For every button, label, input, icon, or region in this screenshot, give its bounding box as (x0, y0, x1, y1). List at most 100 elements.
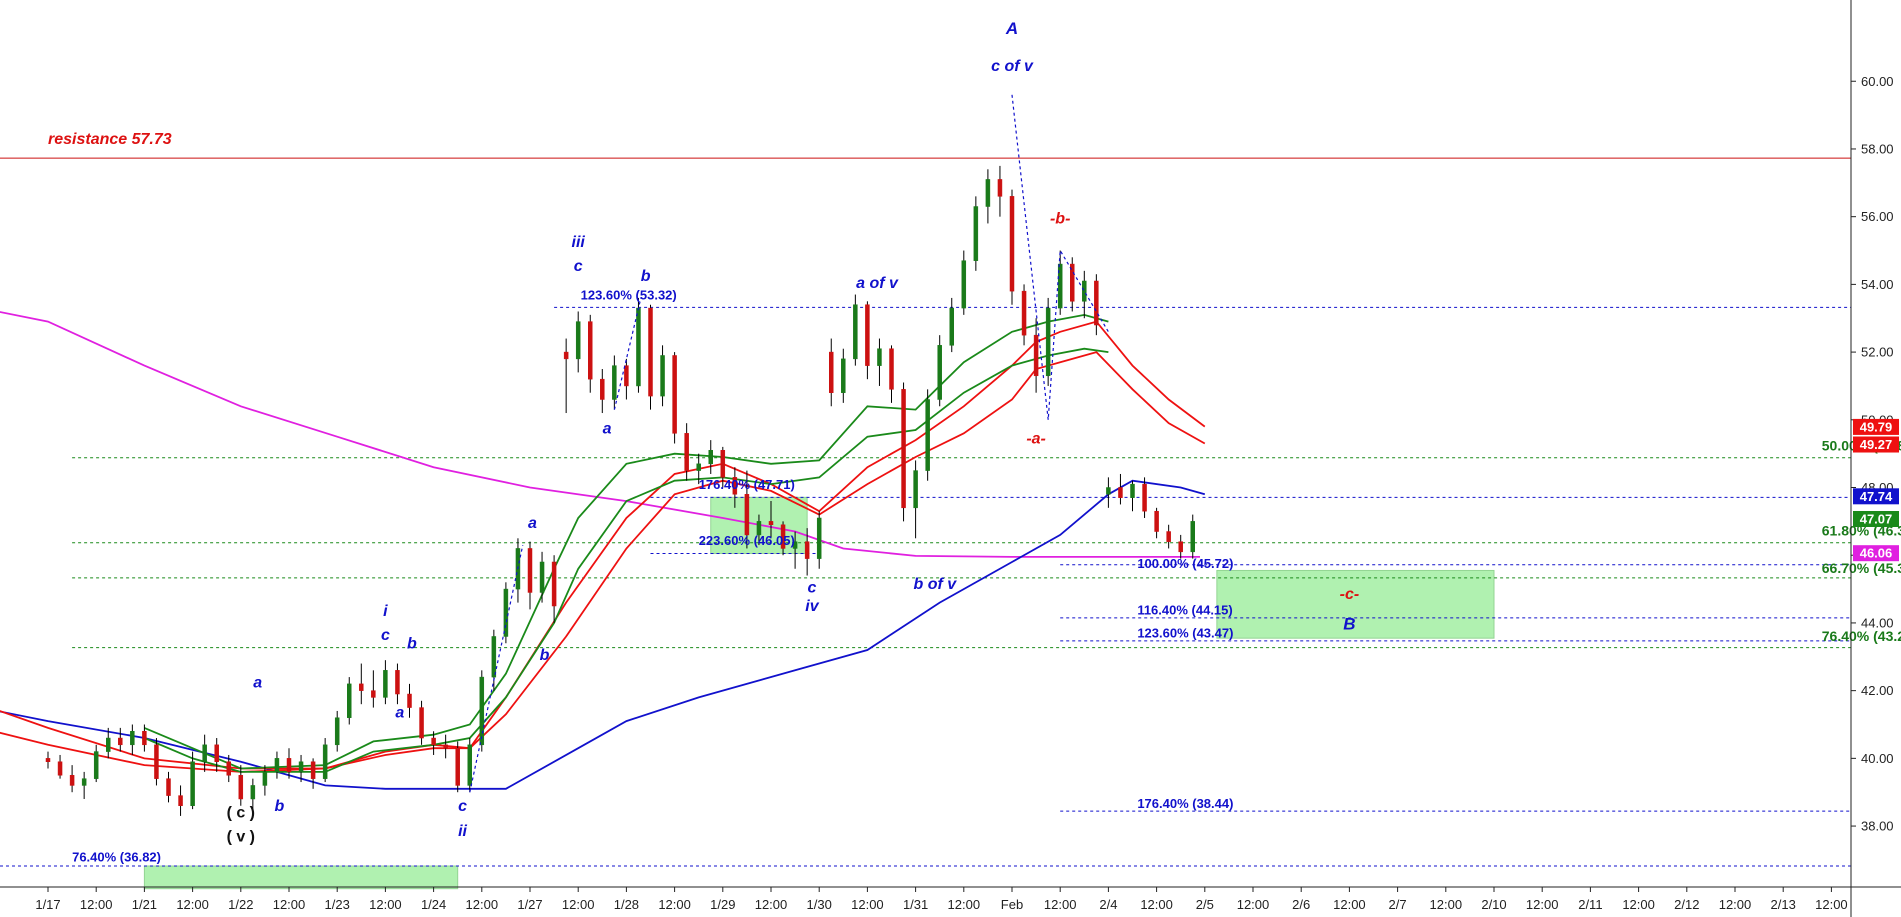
candle (106, 727, 111, 759)
annotation-label: b (540, 647, 550, 664)
candle (1106, 477, 1111, 508)
x-tick-label: 12:00 (562, 897, 595, 912)
x-tick-label: 12:00 (273, 897, 306, 912)
candle (142, 724, 147, 752)
candle-body (816, 517, 822, 559)
wave-path (613, 297, 642, 410)
candle (431, 731, 436, 755)
candle (190, 751, 195, 810)
candle (744, 470, 750, 549)
candle-body (841, 358, 846, 393)
annotation-label: b (407, 635, 417, 652)
x-tick-label: 2/4 (1099, 897, 1117, 912)
candle (612, 355, 617, 410)
annotation-label: A (1005, 19, 1018, 38)
candle-body (588, 321, 593, 380)
candle-body (925, 399, 930, 471)
candle (467, 738, 472, 793)
candle (1094, 274, 1099, 336)
candle (889, 345, 894, 403)
candle (1118, 473, 1123, 505)
candle (1033, 318, 1039, 393)
candle (768, 501, 774, 539)
candle (347, 677, 352, 725)
candle-body (407, 693, 412, 708)
moving-average-line (0, 479, 1206, 790)
annotation-label: a (603, 420, 612, 437)
candle (298, 754, 304, 783)
candle (455, 741, 460, 793)
candle (419, 700, 424, 745)
candle (286, 748, 292, 779)
x-tick-label: 12:00 (1140, 897, 1173, 912)
price-tag-label: 47.74 (1860, 489, 1893, 504)
price-tag-box (1853, 510, 1899, 527)
candle-body (1166, 531, 1171, 542)
candle (901, 382, 906, 522)
annotation-label: 76.40% (36.82) (72, 850, 161, 865)
candle-body (154, 744, 159, 779)
x-tick-label: 1/22 (228, 897, 253, 912)
moving-average-line (0, 351, 1206, 773)
candle (238, 765, 244, 806)
candle-body (551, 561, 557, 607)
candle-body (973, 206, 979, 261)
candle (804, 528, 810, 576)
candle (997, 165, 1003, 217)
candle-body (539, 561, 545, 593)
candle (816, 511, 822, 569)
x-tick-label: 12:00 (658, 897, 691, 912)
candle-body (720, 450, 726, 478)
candle-body (624, 365, 629, 387)
candle (1130, 480, 1135, 512)
candle-body (768, 521, 774, 526)
x-tick-label: 1/31 (903, 897, 928, 912)
candle-body (889, 348, 894, 390)
candle-body (961, 260, 967, 309)
candle (1070, 257, 1075, 312)
candle-body (57, 761, 63, 776)
candle (684, 423, 689, 481)
annotation-label: 123.60% (43.47) (1137, 625, 1233, 640)
annotation-label: c (808, 579, 817, 596)
annotation-label: 66.70% (45.33) (1822, 560, 1901, 576)
candle-body (732, 477, 738, 495)
candle-body (286, 758, 292, 773)
moving-average-line (0, 311, 1200, 558)
candle-body (1190, 521, 1195, 553)
candle (407, 683, 412, 718)
x-tick-label: 12:00 (1237, 897, 1270, 912)
price-tag: 49.79 (1853, 418, 1899, 435)
candle (853, 294, 858, 366)
candle (371, 670, 376, 708)
candle-body (178, 795, 183, 806)
price-tag-label: 49.79 (1860, 419, 1893, 434)
candle (274, 751, 280, 779)
candle (93, 744, 99, 783)
annotation-label: b (274, 798, 284, 815)
horizontal-levels (0, 157, 1851, 867)
price-tag-label: 46.06 (1860, 546, 1893, 561)
candle (45, 751, 51, 769)
candle-body (419, 707, 424, 739)
candle (527, 541, 533, 610)
candle (660, 345, 665, 407)
candle (178, 785, 183, 816)
x-tick-label: 12:00 (1622, 897, 1655, 912)
x-tick-label: Feb (1001, 897, 1023, 912)
candle (961, 250, 967, 315)
annotation-label: c (381, 627, 390, 644)
candle-body (322, 744, 328, 779)
x-tick-label: 2/5 (1196, 897, 1214, 912)
candle-body (660, 355, 665, 397)
annotation-label: a of v (856, 275, 899, 292)
candle-body (600, 378, 605, 400)
candle (829, 338, 834, 407)
x-tick-label: 12:00 (1719, 897, 1752, 912)
candle-body (214, 744, 219, 762)
x-tick-label: 1/17 (35, 897, 60, 912)
candle-body (612, 365, 617, 400)
x-tick-label: 12:00 (755, 897, 788, 912)
annotation-label: 76.40% (43.27) (1822, 628, 1901, 644)
x-tick-label: 1/27 (517, 897, 542, 912)
